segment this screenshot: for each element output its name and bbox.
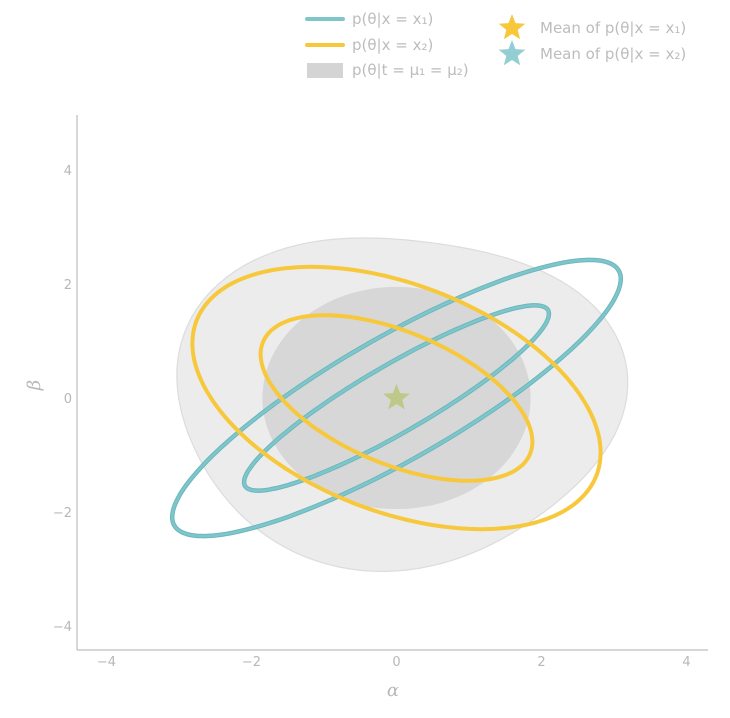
legend: p(θ|x = x₁) p(θ|x = x₂) p(θ|t = μ₁ = μ₂) Me… [305,10,686,79]
x-tick-label: 0 [392,655,400,670]
legend-label: p(θ|x = x₁) [352,10,433,28]
legend-label: p(θ|x = x₂) [352,36,433,54]
y-axis-label: β [24,380,45,391]
y-tick-label: 4 [64,164,72,179]
legend-label: p(θ|t = μ₁ = μ₂) [352,61,469,79]
x-tick-label: −2 [242,655,261,670]
y-tick-label: −4 [53,620,72,635]
yellow-contour [190,264,603,532]
mean-star-yellow [383,384,410,410]
y-tick-label: 0 [64,392,72,407]
teal-contour [170,258,623,538]
yellow-contour [258,313,535,483]
legend-yellow-star-icon [498,14,526,40]
legend-gray-box-icon [307,63,343,78]
mean-star-teal [383,384,410,410]
x-tick-label: 2 [537,655,545,670]
x-axis-label: α [387,680,399,701]
legend-label: Mean of p(θ|x = x₂) [540,45,686,63]
teal-contour [242,304,551,492]
y-tick-label: −2 [53,506,72,521]
legend-label: Mean of p(θ|x = x₁) [540,19,686,37]
y-tick-label: 2 [64,278,72,293]
x-tick-label: −4 [97,655,116,670]
x-tick-label: 4 [682,655,690,670]
legend-teal-star-icon [498,40,526,66]
